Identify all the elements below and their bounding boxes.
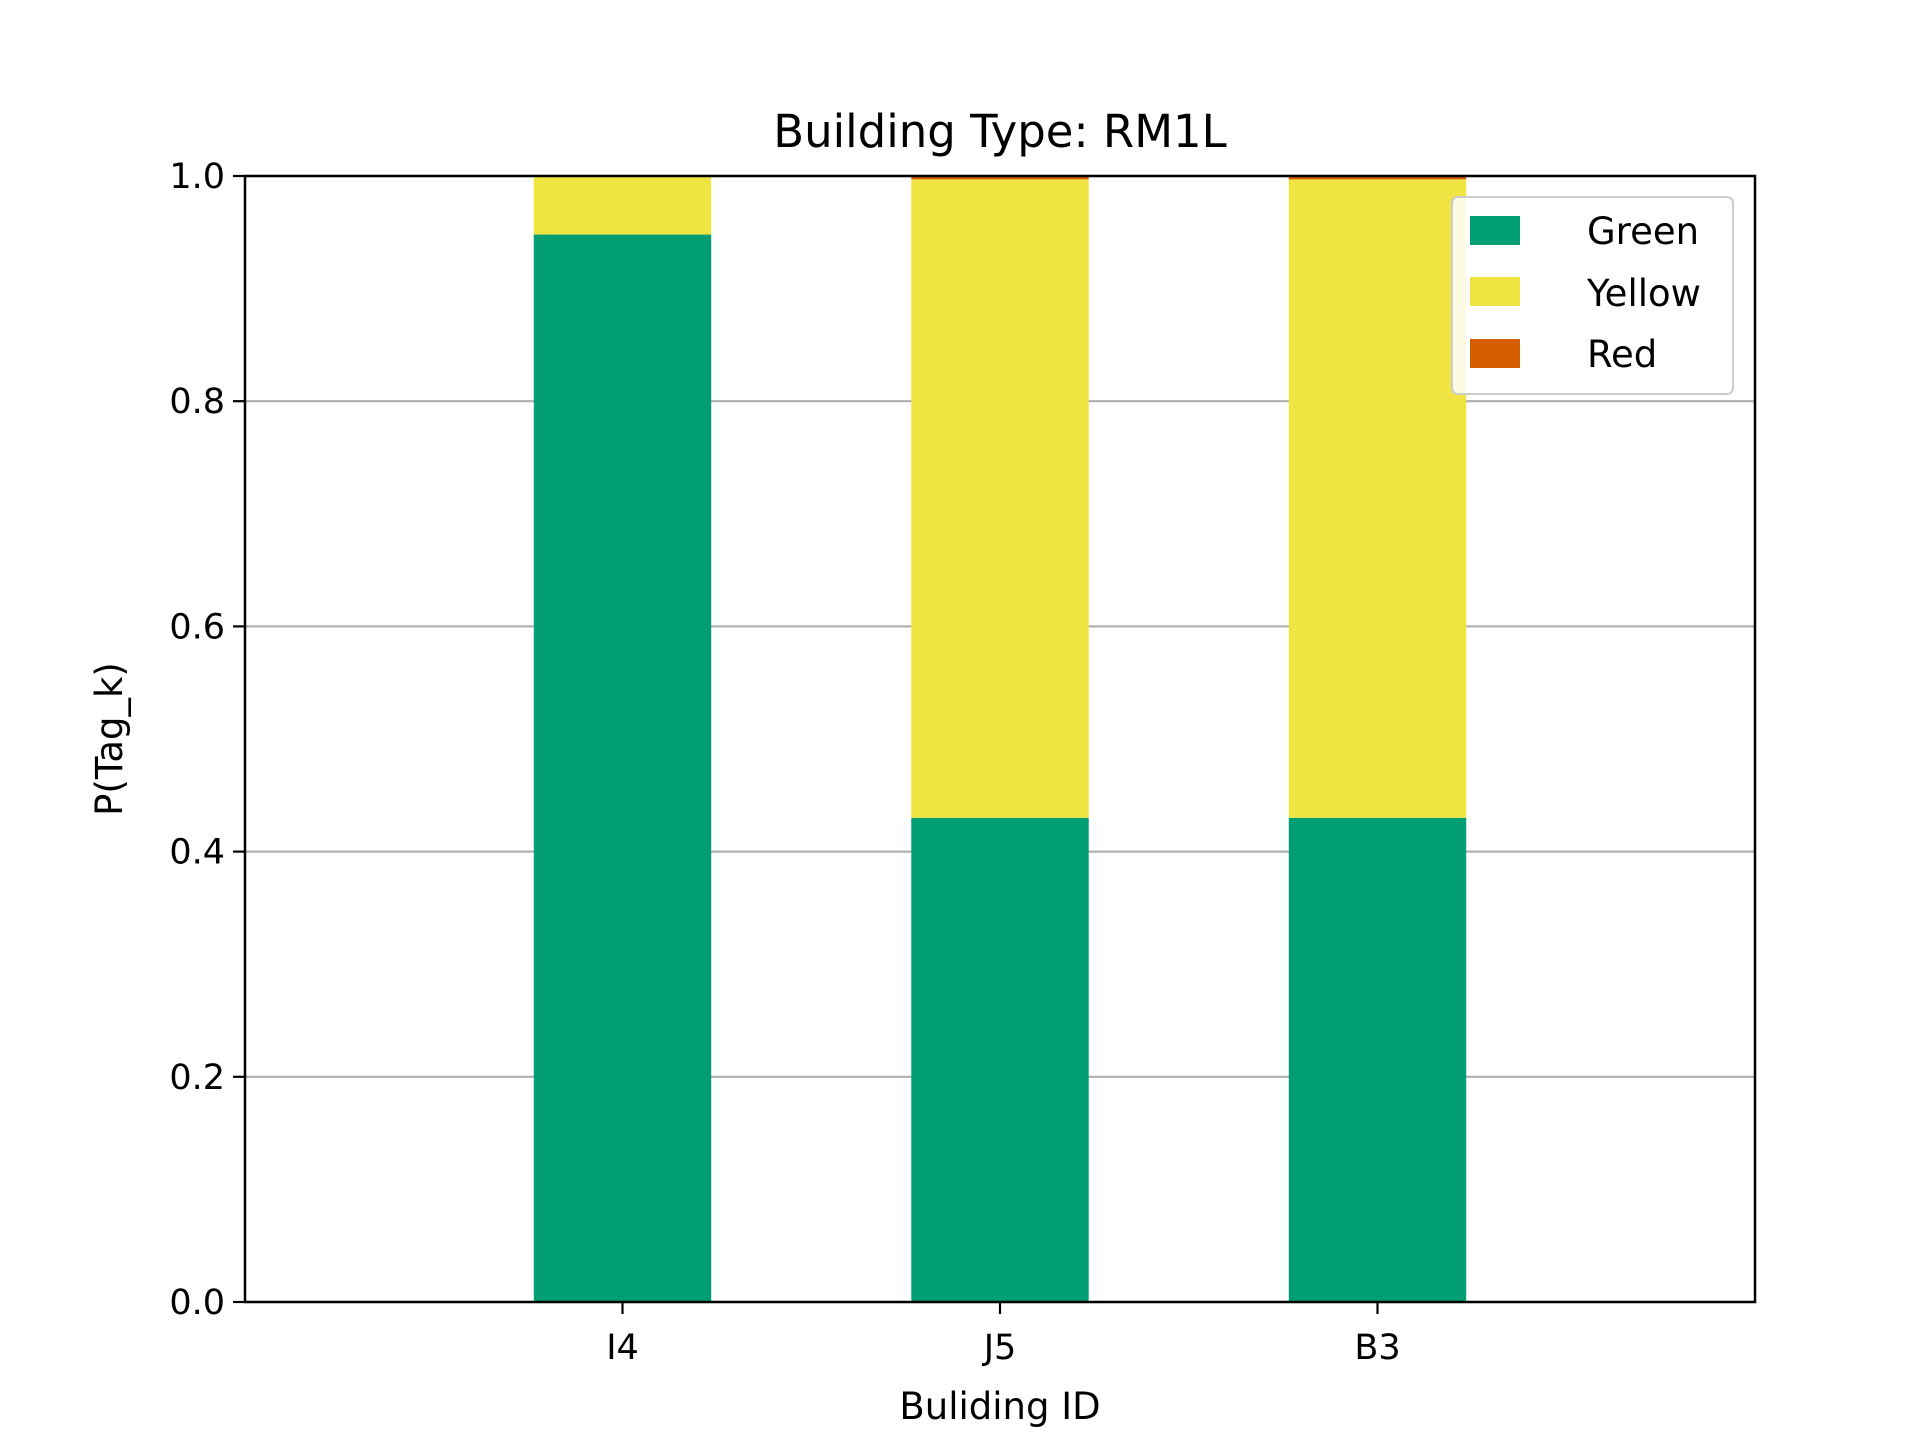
chart-title: Building Type: RM1L bbox=[773, 105, 1226, 158]
y-tick-label: 0.2 bbox=[169, 1058, 225, 1098]
y-tick-label: 0.6 bbox=[169, 607, 225, 647]
legend-swatch-red bbox=[1470, 339, 1520, 368]
legend: Green Yellow Red bbox=[1451, 196, 1734, 395]
y-tick-label: 0.8 bbox=[169, 382, 225, 422]
y-axis-label: P(Tag_k) bbox=[88, 662, 131, 816]
bar-segment-yellow-i4 bbox=[533, 176, 712, 235]
legend-swatch-green bbox=[1470, 216, 1520, 245]
y-tick-label: 0.0 bbox=[169, 1283, 225, 1323]
bar-segment-yellow-b3 bbox=[1288, 179, 1467, 818]
bar-segment-green-j5 bbox=[911, 817, 1089, 1302]
legend-box bbox=[1451, 196, 1734, 395]
x-tick-label: I4 bbox=[606, 1328, 639, 1368]
bar-segment-red-b3 bbox=[1288, 176, 1467, 180]
legend-swatch-yellow bbox=[1470, 277, 1520, 306]
bar-segment-yellow-j5 bbox=[911, 179, 1089, 818]
legend-label-green: Green bbox=[1587, 210, 1699, 253]
y-tick-label: 0.4 bbox=[169, 833, 225, 873]
x-axis-label: Buliding ID bbox=[899, 1385, 1100, 1428]
x-axis-ticks: I4 J5 B3 bbox=[606, 1302, 1401, 1368]
y-tick-label: 1.0 bbox=[169, 157, 225, 197]
bar-segment-green-b3 bbox=[1288, 817, 1467, 1302]
x-tick-label: J5 bbox=[982, 1328, 1017, 1368]
bars bbox=[533, 176, 1467, 1302]
bar-segment-green-i4 bbox=[533, 234, 712, 1302]
legend-label-yellow: Yellow bbox=[1586, 272, 1701, 315]
x-tick-label: B3 bbox=[1354, 1328, 1400, 1368]
bar-segment-red-j5 bbox=[911, 176, 1089, 180]
y-axis-ticks: 0.0 0.2 0.4 0.6 0.8 1.0 bbox=[169, 157, 245, 1323]
legend-label-red: Red bbox=[1587, 333, 1657, 376]
